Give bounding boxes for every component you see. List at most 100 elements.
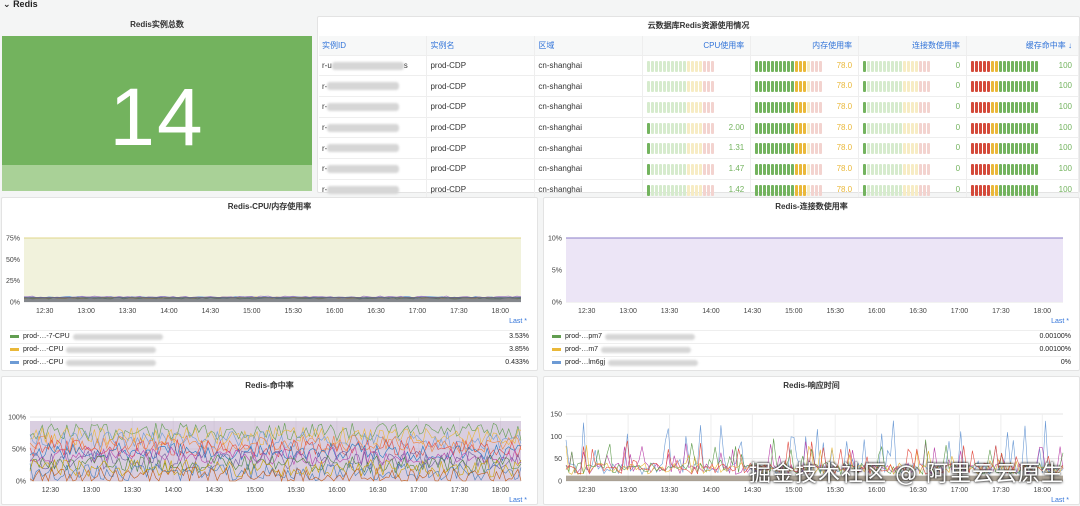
legend-item[interactable]: prod-…m7 0.00100% [552,343,1071,355]
column-header[interactable]: 连接数使用率 [858,36,968,55]
gauge-bar [863,122,931,134]
cell-value: 78.0 [836,101,853,111]
column-header[interactable]: 缓存命中率 ↓ [966,36,1079,55]
cpu-usage: 1.47 [642,157,752,180]
gauge-bar [647,60,715,72]
y-tick-label: 100% [8,415,26,422]
gauge-bar [755,163,823,175]
cpu-mem-panel[interactable]: Redis-CPU/内存使用率 75% 50% 25% 0% 12:30 13:00 13:… [1,197,538,371]
sparkline-area [2,165,312,191]
conn-usage: 0 [858,95,968,118]
legend-series-name: prod-…lm6gj [565,359,606,366]
instance-name: prod-CDP [426,116,536,138]
panel-title: Redis-CPU/内存使用率 [227,202,312,211]
conn-usage: 0 [858,178,968,200]
x-tick-label: 15:00 [785,487,803,494]
panel-title: Redis实例总数 [130,20,184,29]
legend-series-name: prod-…-CPU [23,346,64,353]
x-tick-label: 12:30 [42,487,60,494]
table-row[interactable]: r-prod-CDP cn-shanghai 1.42 78.0 0 100 [319,178,1079,200]
x-tick-label: 16:30 [909,308,927,315]
instance-id: r- [319,157,428,180]
x-tick-label: 16:00 [328,487,346,494]
gauge-bar [647,163,715,175]
chevron-down-icon[interactable]: ⌄ [3,0,11,9]
y-tick-label: 50% [12,447,26,454]
x-tick-label: 12:30 [578,308,596,315]
series-line [29,422,522,442]
column-header[interactable]: 实例ID [319,36,428,55]
legend-series-value: 0.433% [505,359,529,366]
cell-value: 78.0 [836,81,853,91]
stat-panel[interactable]: Redis实例总数 [1,16,313,193]
response-time-panel[interactable]: Redis-响应时间 150 100 50 0 12:30 13:00 13:30 14:00… [543,376,1080,505]
table-row[interactable]: r-prod-CDP cn-shanghai 78.0 0 100 [319,75,1079,97]
hit-rate-panel[interactable]: Redis-命中率 100% 50% 0% 12:30 13:00 13:30 14:00 1… [1,376,538,505]
table-row[interactable]: r-prod-CDP cn-shanghai 1.47 78.0 0 100 [319,157,1079,180]
panel-title: Redis-连接数使用率 [775,202,848,211]
table-row[interactable]: r-prod-CDP cn-shanghai 2.00 78.0 0 100 [319,116,1079,138]
legend-sort-last[interactable]: Last * [1051,497,1069,504]
column-header[interactable]: 实例名 [426,36,536,55]
memory-area [24,238,521,302]
gauge-bar [755,143,823,155]
x-tick-label: 14:30 [744,487,762,494]
connections-panel[interactable]: Redis-连接数使用率 10% 5% 0% 12:30 13:00 13:30 14:00… [543,197,1080,371]
y-tick-label: 25% [6,278,20,285]
legend-item[interactable]: prod-…-CPU 0.433% [10,356,529,368]
series-line [29,466,522,483]
legend-item[interactable]: prod-…lm6gj 0% [552,356,1071,368]
instance-name: prod-CDP [426,54,536,76]
y-tick-label: 50% [6,257,20,264]
series-line [29,438,522,459]
legend-sort-last[interactable]: Last * [509,497,527,504]
x-tick-label: 14:00 [702,487,720,494]
legend-item[interactable]: prod-…-7-CPU 3.53% [10,330,529,342]
gauge-bar [647,143,715,155]
gauge-bar [971,122,1039,134]
conn-usage: 0 [858,116,968,138]
baseline-band [24,297,521,302]
x-tick-label: 17:30 [451,487,469,494]
legend-sort-last[interactable]: Last * [509,318,527,325]
x-tick-label: 15:30 [826,487,844,494]
legend-series-value: 3.85% [509,346,529,353]
instance-id: r- [319,178,428,200]
y-tick-label: 0 [558,479,562,486]
x-tick-label: 12:30 [578,487,596,494]
column-header[interactable]: 区域 [534,36,644,55]
gauge-bar [863,81,931,93]
column-header[interactable]: CPU使用率 [642,36,752,55]
x-tick-label: 17:00 [410,487,428,494]
chart-svg: 150 100 50 0 12:30 13:00 13:30 14:00 14:30 15:00 1… [550,412,1064,494]
mem-usage: 78.0 [750,75,860,97]
legend-series-value: 0.00100% [1039,333,1071,340]
legend-series-value: 0.00100% [1039,346,1071,353]
hit-rate: 100 [966,95,1079,118]
column-header[interactable]: 内存使用率 [750,36,860,55]
instance-id: r- [319,116,428,138]
series-line [29,454,522,475]
mem-usage: 78.0 [750,95,860,118]
table-row[interactable]: r-prod-CDP cn-shanghai 1.31 78.0 0 100 [319,137,1079,159]
x-tick-label: 17:00 [951,308,969,315]
row-title: Redis [13,0,38,9]
y-tick-label: 0% [552,300,562,307]
legend-item[interactable]: prod-…-CPU 3.85% [10,343,529,355]
legend-series-value: 3.53% [509,333,529,340]
cell-value: 0 [955,163,961,173]
x-tick-label: 14:30 [202,308,220,315]
row-header[interactable]: ⌄ Redis [0,0,1080,12]
cell-value: 78.0 [836,122,853,132]
legend-item[interactable]: prod-…pm7 0.00100% [552,330,1071,342]
legend-sort-last[interactable]: Last * [1051,318,1069,325]
watermark: 掘金技术社区 @ 阿里云云原生 [749,462,1064,487]
y-tick-label: 0% [10,300,20,307]
table-row[interactable]: r-u s prod-CDP cn-shanghai 78.0 0 100 [319,54,1079,76]
cpu-usage: 2.00 [642,116,752,138]
table-row[interactable]: r-prod-CDP cn-shanghai 78.0 0 100 [319,95,1079,118]
conn-usage: 0 [858,75,968,97]
instance-region: cn-shanghai [534,116,644,138]
gauge-bar [971,60,1039,72]
gauge-bar [755,81,823,93]
